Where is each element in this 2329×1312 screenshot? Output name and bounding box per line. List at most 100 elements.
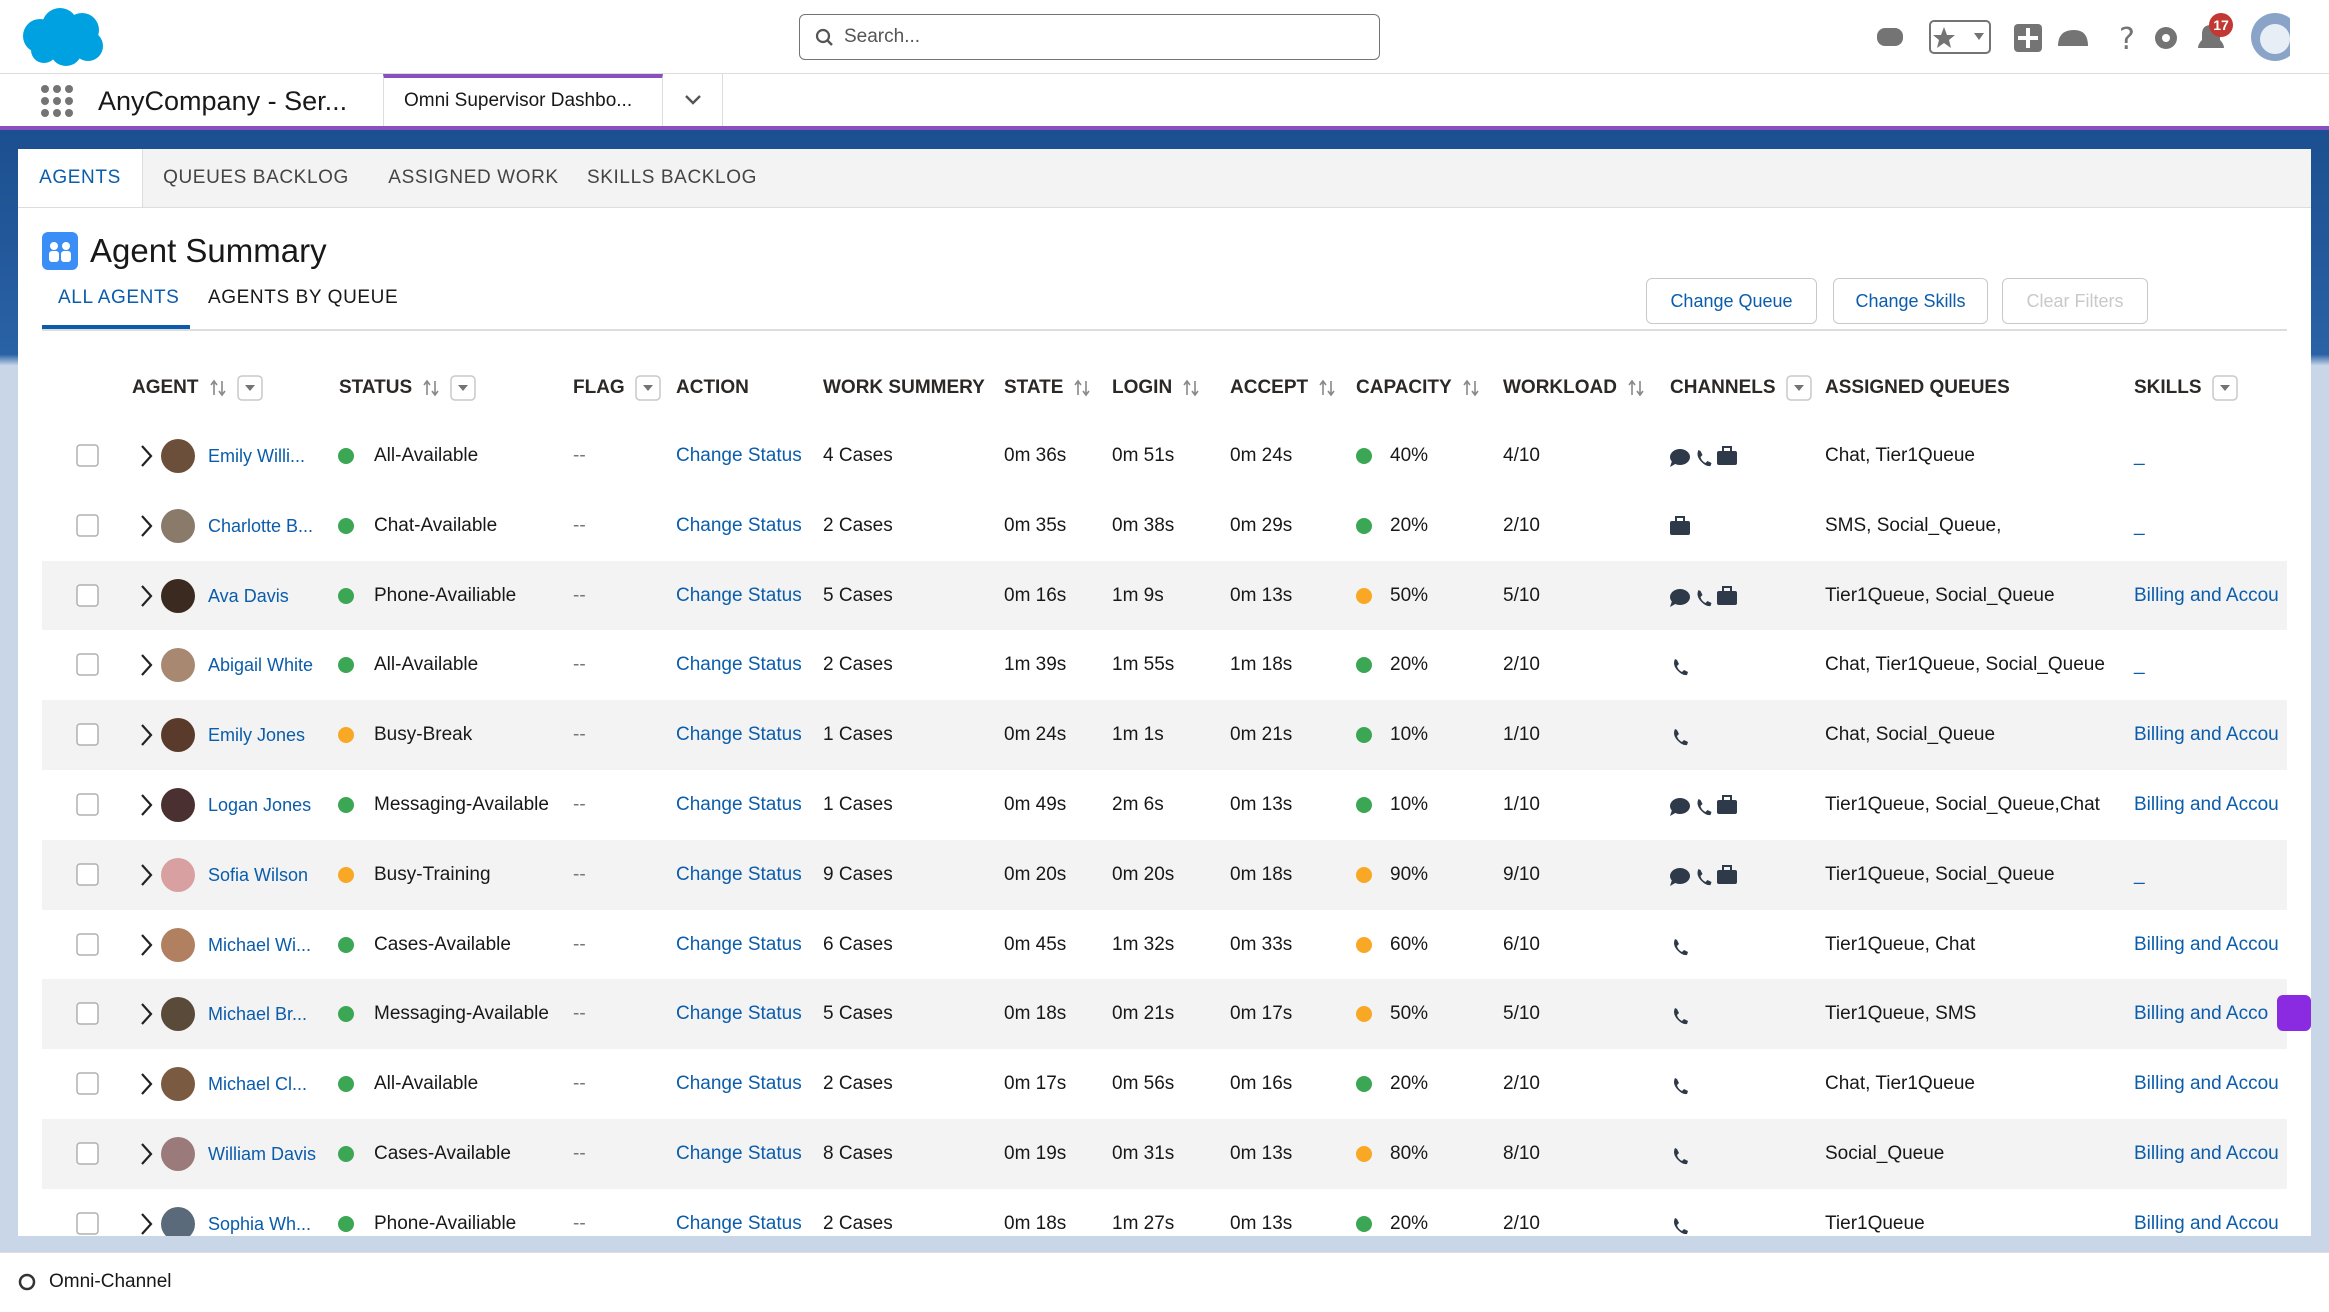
trailhead-icon[interactable] [2058, 30, 2088, 46]
agentforce-icon[interactable] [1877, 28, 1903, 46]
nav-tab[interactable]: Omni Supervisor Dashbo... [383, 74, 663, 126]
action-link[interactable]: Change Status [676, 724, 802, 746]
row-checkbox[interactable] [76, 1072, 99, 1095]
expand-chevron[interactable] [141, 724, 153, 746]
expand-chevron[interactable] [141, 933, 153, 956]
filter-menu[interactable] [2211, 375, 2238, 401]
skills[interactable]: Billing and Accou [2134, 794, 2279, 815]
assistant-launcher[interactable] [2277, 995, 2311, 1031]
row-checkbox[interactable] [76, 863, 99, 886]
expand-chevron[interactable] [141, 1213, 153, 1235]
subtab[interactable]: AGENTS BY QUEUE [208, 287, 399, 308]
row-checkbox[interactable] [76, 653, 99, 677]
filter-menu[interactable] [1785, 375, 1812, 401]
action-link[interactable]: Change Status [676, 584, 802, 606]
agent-name[interactable]: Michael Br... [208, 1004, 308, 1025]
expand-chevron[interactable] [141, 794, 153, 816]
app-launcher[interactable] [40, 84, 74, 118]
help-icon[interactable]: ? [2119, 22, 2135, 57]
row-checkbox[interactable] [76, 514, 99, 537]
row-checkbox[interactable] [76, 932, 99, 956]
subtab[interactable]: ALL AGENTS [58, 287, 180, 308]
agent-name[interactable]: William Davis [208, 1144, 316, 1164]
row-checkbox[interactable] [76, 1142, 99, 1165]
sort-icon[interactable] [422, 378, 440, 398]
button[interactable]: Change Queue [1646, 278, 1817, 324]
action-link[interactable]: Change Status [676, 514, 802, 536]
action-link[interactable]: Change Status [676, 1212, 802, 1234]
row-checkbox[interactable] [76, 1002, 99, 1026]
agent-name[interactable]: Emily Jones [208, 725, 306, 746]
skills[interactable]: Billing and Accou [2134, 584, 2279, 606]
column-header[interactable]: LOGIN [1112, 374, 1200, 402]
column-header[interactable]: CAPACITY [1356, 374, 1480, 402]
sort-icon[interactable] [1627, 378, 1645, 398]
action-link[interactable]: Change Status [676, 1143, 802, 1164]
sort-icon[interactable] [1462, 378, 1480, 398]
skills[interactable]: _ [2134, 514, 2145, 536]
expand-chevron[interactable] [141, 654, 153, 677]
skills[interactable]: _ [2134, 445, 2145, 466]
agent-name[interactable]: Emily Willi... [208, 446, 305, 466]
agent-name[interactable]: Michael Cl... [208, 1074, 308, 1095]
agent-name[interactable]: Michael Wi... [208, 934, 312, 955]
agent-name[interactable]: Logan Jones [208, 795, 312, 815]
button[interactable]: Change Skills [1833, 278, 1988, 324]
sort-icon[interactable] [1073, 378, 1091, 398]
agent-name[interactable]: Charlotte B... [208, 515, 314, 536]
status-dot [338, 866, 354, 883]
expand-chevron[interactable] [141, 1073, 153, 1095]
skills[interactable]: _ [2134, 863, 2145, 885]
skills[interactable]: Billing and Accou [2134, 933, 2279, 955]
column-header[interactable]: STATE [1004, 374, 1091, 402]
favorites-icon[interactable] [1929, 20, 1991, 54]
column-header[interactable]: WORKLOAD [1503, 374, 1645, 402]
sort-icon[interactable] [209, 378, 227, 398]
row-checkbox[interactable] [76, 583, 99, 607]
expand-chevron[interactable] [141, 1003, 153, 1026]
expand-chevron[interactable] [141, 864, 153, 886]
column-header[interactable]: ACCEPT [1230, 374, 1336, 402]
filter-menu[interactable] [236, 375, 263, 401]
action-link[interactable]: Change Status [676, 1073, 802, 1095]
tab[interactable]: ASSIGNED WORK [388, 167, 559, 188]
agent-name[interactable]: Abigail White [208, 655, 314, 676]
expand-chevron[interactable] [141, 515, 153, 537]
tab[interactable]: QUEUES BACKLOG [163, 167, 349, 188]
skills[interactable]: Billing and Accou [2134, 1212, 2279, 1234]
skills[interactable]: Billing and Accou [2134, 1143, 2279, 1164]
row-checkbox[interactable] [76, 793, 99, 816]
row-checkbox[interactable] [76, 723, 99, 746]
column-header[interactable]: AGENT [132, 374, 263, 402]
utility-item[interactable]: Omni-Channel [49, 1271, 172, 1292]
skills[interactable]: Billing and Accou [2134, 1073, 2279, 1095]
search-box[interactable]: Search... [799, 14, 1380, 60]
login: 0m 56s [1112, 1073, 1175, 1095]
agent-name[interactable]: Sofia Wilson [208, 864, 309, 885]
nav-tab-menu[interactable] [663, 74, 723, 126]
tab[interactable]: AGENTS [18, 149, 143, 207]
skills[interactable]: Billing and Accou [2134, 724, 2279, 746]
skills[interactable]: _ [2134, 654, 2145, 676]
skills[interactable]: Billing and Acco [2134, 1003, 2269, 1025]
action-link[interactable]: Change Status [676, 794, 802, 815]
row-checkbox[interactable] [76, 444, 99, 467]
filter-menu[interactable] [450, 375, 476, 401]
sort-icon[interactable] [1318, 378, 1336, 398]
expand-chevron[interactable] [141, 1143, 153, 1165]
action-link[interactable]: Change Status [676, 654, 802, 676]
logo[interactable] [18, 6, 110, 68]
expand-chevron[interactable] [141, 584, 153, 607]
column-header[interactable]: STATUS [339, 374, 476, 402]
agent-name[interactable]: Sophia Wh... [208, 1213, 312, 1234]
agent-name[interactable]: Ava Davis [208, 585, 289, 606]
expand-chevron[interactable] [141, 445, 153, 467]
action-link[interactable]: Change Status [676, 1003, 802, 1025]
filter-menu[interactable] [634, 375, 661, 401]
action-link[interactable]: Change Status [676, 933, 802, 955]
row-checkbox[interactable] [76, 1212, 99, 1235]
action-link[interactable]: Change Status [676, 445, 802, 466]
sort-icon[interactable] [1182, 378, 1200, 398]
action-link[interactable]: Change Status [676, 863, 802, 885]
tab[interactable]: SKILLS BACKLOG [587, 167, 757, 188]
